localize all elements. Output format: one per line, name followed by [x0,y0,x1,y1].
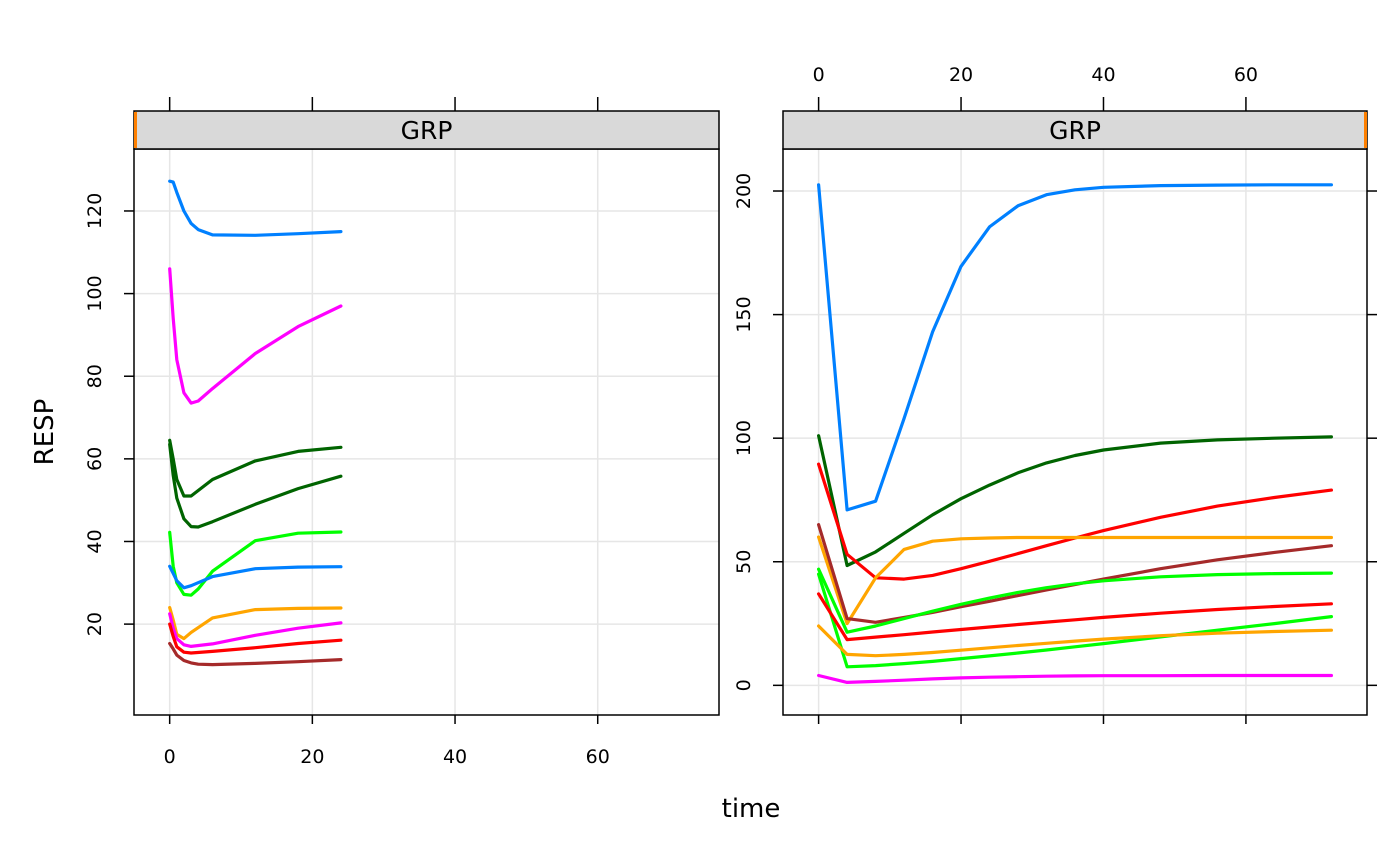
y-tick-label: 120 [84,193,106,229]
series-line-6 [816,567,1334,634]
series-line-2 [168,267,343,405]
series-line-5 [816,523,1334,624]
strip-level-marker [1364,112,1367,148]
strip-level-marker [134,112,137,148]
series-line-3 [168,438,343,498]
series-line-8 [168,612,343,649]
series-line-7 [168,605,343,641]
series-line-4 [816,535,1334,626]
y-tick-label: 200 [733,173,755,209]
y-tick-label: 20 [84,612,106,636]
series-line-10 [168,641,343,667]
y-tick-label: 50 [733,550,755,574]
x-tick-label: 20 [949,64,973,86]
series-line-8 [816,592,1334,642]
strip-bar [782,110,1368,150]
panel-2: GRP 0 20 40 60 0 50 100 150 200 [733,64,1377,724]
y-tick-label: 100 [733,420,755,456]
y-tick-label: 40 [84,529,106,553]
strip-label: GRP [401,116,453,145]
x-tick-label: 20 [300,746,324,768]
y-tick-label: 100 [84,275,106,311]
series-line-1 [816,183,1334,512]
panel-1: GRP 0 20 40 60 20 40 60 80 100 120 [84,97,720,768]
series-line-6 [168,564,343,590]
x-axis-title: time [722,794,781,824]
x-tick-label: 40 [443,746,467,768]
x-tick-label: 60 [1234,64,1258,86]
y-tick-label: 80 [84,364,106,388]
series-line-4 [168,442,343,529]
y-tick-label: 0 [733,679,755,691]
x-tick-label: 0 [164,746,176,768]
strip-bar [133,110,720,150]
series-line-9 [816,624,1334,658]
series-line-10 [816,673,1334,685]
y-tick-label: 60 [84,447,106,471]
x-tick-label: 60 [586,746,610,768]
series-line-3 [816,462,1334,581]
y-tick-label: 150 [733,296,755,332]
series-line-1 [168,179,343,237]
panels-layer: GRP 0 20 40 60 20 40 60 80 100 120 GRP 0 20 40 60 0 50 100… [84,64,1377,768]
y-axis-title: RESP [30,399,60,466]
series-line-2 [816,434,1334,568]
series-line-9 [168,622,343,655]
strip-label: GRP [1049,116,1101,145]
x-tick-label: 40 [1091,64,1115,86]
x-tick-label: 0 [813,64,825,86]
